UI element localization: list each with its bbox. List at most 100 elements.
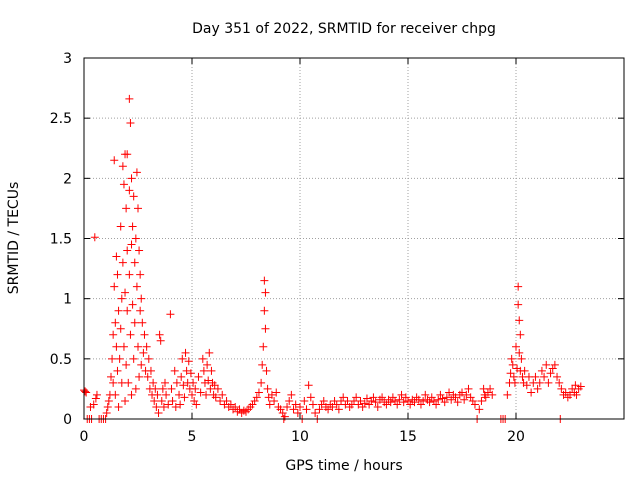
data-point [533,384,542,393]
data-point [557,384,566,393]
data-point [358,402,367,411]
data-point [503,390,512,399]
data-point [108,354,117,363]
data-point [324,405,333,414]
data-point [144,354,153,363]
axis-ticks: 0 0.5 1 1.5 2 2.5 3 0 5 10 15 20 [50,51,624,445]
data-point [192,400,201,409]
data-point [416,400,425,409]
data-point [317,400,326,409]
data-point [122,204,131,213]
data-point [132,282,141,291]
data-point [517,354,526,363]
data-point [107,372,115,381]
data-point [391,396,400,405]
data-point [131,384,140,393]
data-point [289,405,298,414]
data-point [462,390,471,399]
data-point [116,222,125,231]
data-point [315,405,324,414]
data-point [291,400,300,409]
data-point [112,342,121,351]
data-point [125,94,134,103]
data-point [468,396,477,405]
data-point [127,390,136,399]
data-point [119,342,128,351]
data-point [159,402,168,411]
data-point [184,357,193,366]
data-point [110,156,119,165]
data-point [156,336,165,345]
data-point [371,398,380,407]
data-point [194,372,203,381]
data-point [352,393,361,402]
data-point [393,400,402,409]
data-point [464,384,473,393]
data-point [110,282,119,291]
data-point [531,372,540,381]
data-point [92,390,101,399]
y-tick-label: 1 [63,292,72,308]
data-point [508,360,517,369]
data-point [571,381,580,390]
data-point [172,378,181,387]
data-point [542,360,551,369]
data-point [386,398,395,407]
data-point [131,234,140,243]
data-point [458,388,466,397]
data-point [168,396,177,405]
data-point [121,396,130,405]
data-point [401,393,410,402]
data-point [427,393,436,402]
data-point [259,342,268,351]
data-point [576,382,585,391]
data-point [188,390,196,399]
data-point [157,396,166,405]
data-point [334,405,343,414]
data-point [512,342,520,351]
data-point [296,402,304,411]
data-point [138,318,147,327]
data-point [124,378,133,387]
data-point [267,390,276,399]
data-point [146,366,155,375]
data-point [486,384,495,393]
data-point [293,408,302,417]
data-point [128,300,137,309]
data-point [527,388,536,397]
data-point [265,400,274,409]
data-point [419,396,428,405]
data-point [205,348,214,357]
data-point [155,330,164,339]
data-point [121,288,130,297]
data-point [388,393,397,402]
data-point [211,393,220,402]
data-point [151,384,160,393]
data-point [276,405,285,414]
data-point [122,360,131,369]
data-point [202,390,211,399]
data-point [82,388,91,397]
y-tick-label: 0.5 [50,352,72,368]
data-point [102,408,111,417]
data-point [129,354,138,363]
data-point [520,366,529,375]
data-point [537,366,546,375]
data-point [186,369,195,378]
data-point [167,384,176,393]
data-point [399,398,408,407]
grid-lines [84,58,624,419]
data-point [367,396,376,405]
x-tick-label: 10 [291,429,309,445]
data-point [113,270,122,279]
data-point [522,381,531,390]
data-point [442,393,451,402]
data-point [114,306,123,315]
data-point [365,400,374,409]
plot-frame [83,57,625,420]
data-point [395,395,404,404]
data-point [475,405,484,414]
data-point [436,390,445,399]
data-point [546,369,555,378]
data-point [397,390,406,399]
